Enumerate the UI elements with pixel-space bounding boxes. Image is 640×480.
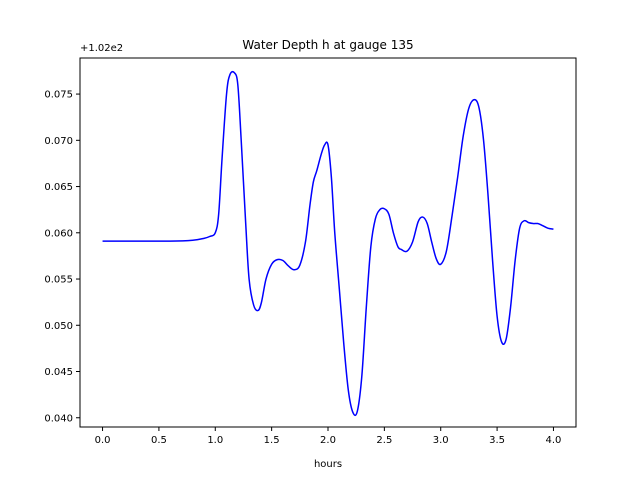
y-tick-label: 0.075	[44, 90, 73, 101]
x-axis-label: hours	[314, 459, 342, 470]
x-tick-label: 1.0	[207, 435, 223, 446]
x-tick-label: 2.0	[320, 435, 336, 446]
y-tick-label: 0.045	[44, 367, 73, 378]
series-line-0	[102, 70, 554, 417]
x-tick-label: 1.5	[264, 435, 280, 446]
x-tick-label: 4.0	[546, 435, 562, 446]
chart-title: Water Depth h at gauge 135	[242, 38, 413, 52]
x-tick-label: 3.0	[433, 435, 449, 446]
y-tick-label: 0.050	[44, 321, 73, 332]
y-tick-label: 0.040	[44, 413, 73, 424]
x-tick-label: 3.5	[489, 435, 505, 446]
plot-area: 0.0 0.5 1.0 1.5 2.0 2.5 3.0 3.5 4.0 0.040 0.045 0.0…	[44, 57, 577, 446]
x-tick-label: 0.0	[95, 435, 111, 446]
x-tick-label: 2.5	[376, 435, 392, 446]
y-tick-label: 0.065	[44, 182, 73, 193]
y-tick-label: 0.070	[44, 136, 73, 147]
x-tick-label: 0.5	[151, 435, 167, 446]
y-offset-text: +1.02e2	[80, 43, 123, 54]
axes-frame	[79, 57, 577, 428]
y-tick-label: 0.060	[44, 228, 73, 239]
y-tick-label: 0.055	[44, 275, 73, 286]
